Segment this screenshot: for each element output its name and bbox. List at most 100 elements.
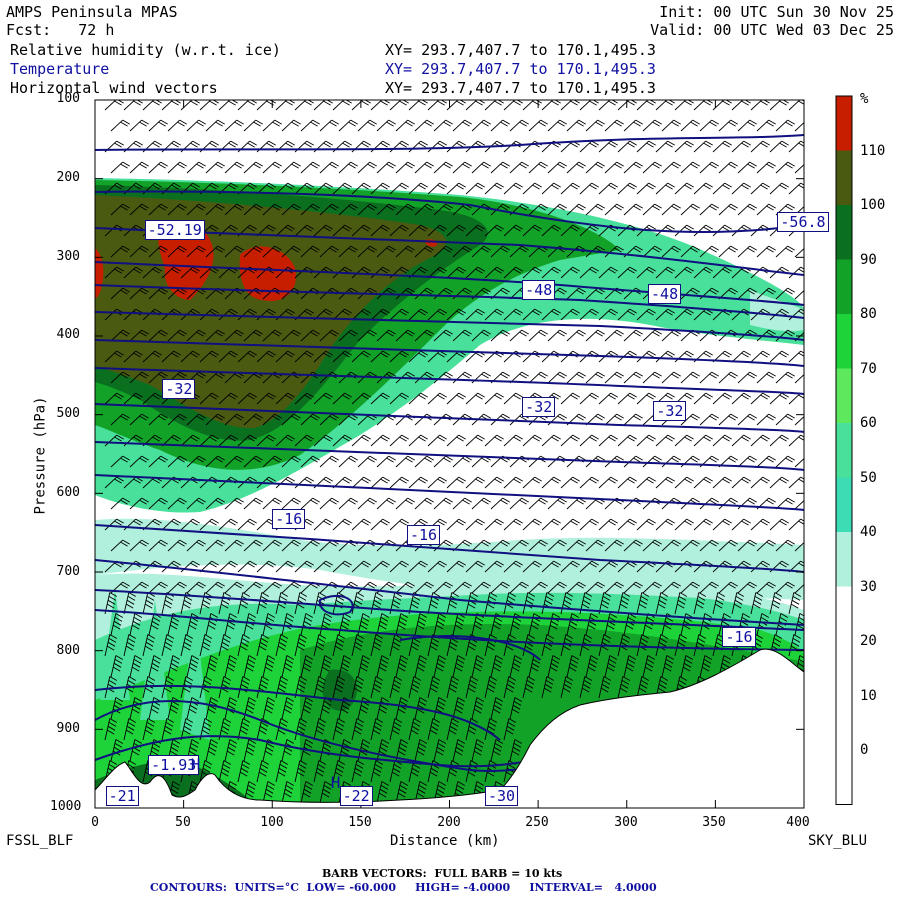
wind-barb bbox=[433, 203, 453, 216]
wind-barb bbox=[693, 224, 713, 237]
wind-barb bbox=[661, 455, 681, 468]
wind-barb bbox=[680, 539, 700, 552]
wind-barb bbox=[541, 518, 561, 531]
wind-barb bbox=[243, 329, 263, 342]
wind-barb bbox=[357, 245, 377, 258]
wind-barb bbox=[731, 476, 751, 489]
wind-barb bbox=[756, 203, 776, 216]
wind-barb bbox=[224, 655, 238, 678]
wind-barb bbox=[357, 455, 377, 468]
x-tick-label: 100 bbox=[260, 815, 284, 830]
wind-barb bbox=[465, 224, 485, 237]
wind-barb bbox=[547, 119, 567, 132]
wind-barb bbox=[370, 392, 390, 405]
wind-barb bbox=[351, 350, 371, 363]
wind-barb bbox=[389, 634, 403, 657]
colorbar-label: 20 bbox=[860, 633, 877, 649]
wind-barb bbox=[300, 655, 314, 678]
wind-barb bbox=[129, 371, 149, 384]
wind-barb bbox=[756, 161, 776, 174]
wind-barb bbox=[351, 476, 371, 489]
wind-barb bbox=[465, 560, 485, 573]
wind-barb bbox=[243, 739, 257, 762]
wind-barb bbox=[376, 119, 396, 132]
wind-barb bbox=[129, 539, 149, 552]
wind-barb bbox=[237, 518, 257, 531]
wind-barb bbox=[104, 100, 124, 111]
wind-barb bbox=[731, 182, 751, 195]
wind-barb bbox=[604, 119, 624, 132]
wind-barb bbox=[528, 497, 548, 510]
wind-barb bbox=[319, 413, 339, 426]
wind-barb bbox=[490, 539, 510, 552]
wind-barb bbox=[205, 655, 219, 678]
wind-barb bbox=[471, 497, 491, 510]
wind-barb bbox=[541, 476, 561, 489]
wind-barb bbox=[452, 581, 472, 594]
x-tick-label: 250 bbox=[525, 815, 549, 830]
wind-barb bbox=[167, 581, 187, 594]
wind-barb bbox=[661, 581, 681, 594]
wind-barb bbox=[585, 613, 599, 636]
wind-barb bbox=[788, 518, 804, 531]
wind-barb bbox=[642, 329, 662, 342]
wind-barb bbox=[332, 518, 352, 531]
wind-barb bbox=[655, 266, 675, 279]
wind-barb bbox=[205, 245, 225, 258]
wind-barb bbox=[465, 518, 485, 531]
wind-barb bbox=[294, 760, 308, 783]
wind-barb bbox=[281, 613, 295, 636]
wind-barb bbox=[161, 100, 181, 111]
temperature-contours bbox=[95, 134, 804, 772]
wind-barb bbox=[680, 119, 700, 132]
wind-barb bbox=[281, 697, 295, 720]
wind-barb bbox=[357, 497, 377, 510]
wind-barb bbox=[756, 613, 770, 636]
wind-barb bbox=[756, 455, 776, 468]
temperature-contour-line bbox=[95, 134, 804, 151]
y-tick-label: 800 bbox=[56, 643, 80, 658]
wind-barb bbox=[370, 266, 390, 279]
wind-barb bbox=[788, 634, 802, 657]
wind-barb bbox=[737, 119, 757, 132]
wind-barb bbox=[617, 140, 637, 153]
wind-barb bbox=[775, 161, 795, 174]
wind-barb bbox=[471, 539, 491, 552]
wind-barb bbox=[427, 434, 447, 447]
wind-barb bbox=[332, 182, 352, 195]
wind-barb bbox=[395, 287, 415, 300]
wind-barb bbox=[148, 539, 168, 552]
wind-barb bbox=[275, 634, 289, 657]
wind-barb bbox=[275, 476, 295, 489]
wind-barb bbox=[814, 456, 833, 467]
wind-barb bbox=[224, 739, 238, 762]
wind-barb bbox=[484, 676, 498, 699]
wind-barb bbox=[389, 760, 403, 783]
wind-barb bbox=[300, 455, 320, 468]
wind-barb bbox=[294, 718, 308, 741]
wind-barb bbox=[351, 634, 365, 657]
wind-barb bbox=[566, 203, 586, 216]
wind-barb bbox=[775, 413, 795, 426]
wind-barb bbox=[218, 718, 232, 741]
wind-barb bbox=[680, 161, 700, 174]
wind-barb bbox=[395, 329, 415, 342]
wind-barb bbox=[756, 413, 776, 426]
wind-barb bbox=[769, 392, 789, 405]
wind-barb bbox=[262, 119, 282, 132]
wind-barb bbox=[699, 245, 719, 258]
wind-barb bbox=[503, 224, 523, 237]
wind-barb bbox=[794, 584, 804, 594]
contour-label: -32 bbox=[522, 396, 556, 417]
wind-barb bbox=[237, 676, 251, 699]
wind-barb bbox=[300, 203, 320, 216]
wind-barb bbox=[167, 413, 187, 426]
wind-barb bbox=[579, 266, 599, 279]
wind-barb bbox=[509, 329, 529, 342]
valid-time: Valid: 00 UTC Wed 03 Dec 25 bbox=[650, 21, 894, 39]
y-tick-label: 500 bbox=[56, 406, 80, 421]
wind-barb bbox=[256, 308, 276, 321]
wind-barb bbox=[408, 434, 428, 447]
contour-label: -32 bbox=[653, 400, 687, 421]
